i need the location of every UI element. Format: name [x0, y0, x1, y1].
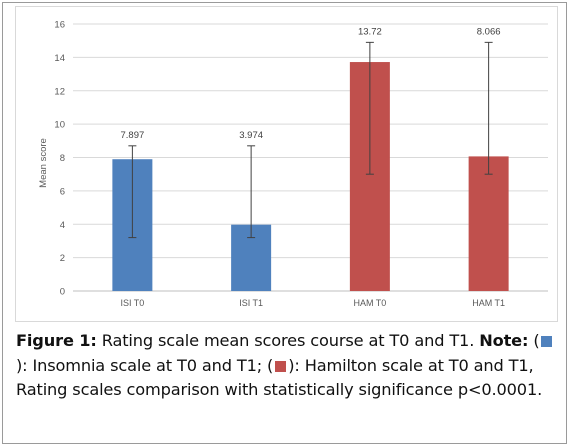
figure-caption: Figure 1: Rating scale mean scores cours… — [16, 329, 557, 403]
x-tick-label: HAM T0 — [353, 298, 386, 308]
caption-hamilton-text: ): Hamilton scale at T0 and T1, Rating s… — [16, 355, 543, 400]
data-labels: 7.897 3.974 13.72 8.066 — [120, 26, 500, 140]
y-tick-label: 14 — [54, 53, 65, 64]
y-tick-label: 6 — [60, 186, 65, 197]
figure-label: Figure 1: — [16, 331, 97, 350]
open-paren: ( — [533, 331, 540, 350]
bar-chart: 0 2 4 6 8 10 12 14 16 7.897 3.974 13.72 8.066 ISI T… — [38, 20, 548, 308]
x-tick-label: ISI T0 — [120, 298, 144, 308]
caption-text: Rating scale mean scores course at T0 an… — [96, 331, 480, 350]
y-tick-label: 10 — [54, 120, 65, 131]
figure-frame — [2, 2, 567, 444]
caption-insomnia-text: ): Insomnia scale at T0 and T1; ( — [16, 355, 274, 375]
y-tick-labels: 0 2 4 6 8 10 12 14 16 — [54, 20, 65, 298]
data-label: 3.974 — [239, 130, 263, 141]
y-tick-label: 8 — [60, 153, 65, 164]
hamilton-swatch — [275, 360, 287, 372]
x-tick-label: ISI T1 — [239, 298, 263, 308]
data-label: 7.897 — [120, 130, 144, 141]
data-label: 8.066 — [477, 26, 501, 37]
note-label: Note: — [479, 331, 529, 350]
y-axis-title: Mean score — [38, 138, 49, 188]
chart-panel: 0 2 4 6 8 10 12 14 16 7.897 3.974 13.72 8.066 ISI T… — [15, 6, 558, 322]
bar — [468, 156, 509, 291]
y-tick-label: 12 — [54, 86, 65, 97]
y-tick-label: 16 — [54, 20, 65, 31]
bars — [112, 62, 509, 291]
insomnia-swatch — [541, 336, 553, 347]
y-tick-label: 0 — [60, 287, 65, 298]
y-tick-label: 4 — [60, 220, 65, 231]
x-tick-labels: ISI T0 ISI T1 HAM T0 HAM T1 — [120, 298, 505, 308]
y-tick-label: 2 — [60, 253, 65, 264]
x-tick-label: HAM T1 — [472, 298, 505, 308]
data-label: 13.72 — [358, 26, 382, 37]
error-bars — [128, 41, 493, 239]
